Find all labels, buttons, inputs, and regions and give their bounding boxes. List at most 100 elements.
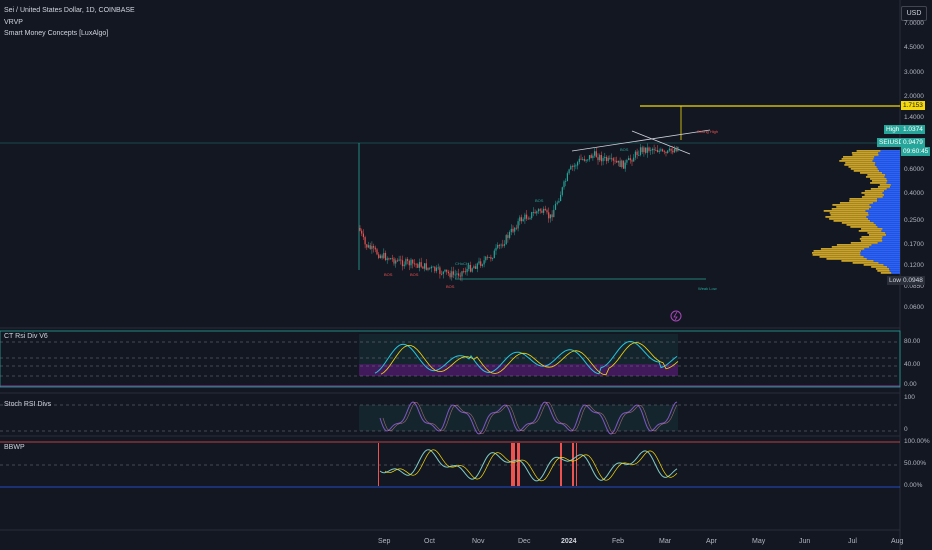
candle[interactable] — [364, 235, 366, 249]
candle[interactable] — [656, 145, 659, 153]
candle[interactable] — [611, 153, 613, 162]
candle[interactable] — [592, 153, 594, 161]
candle[interactable] — [526, 210, 528, 221]
candle[interactable] — [645, 147, 647, 155]
candle[interactable] — [585, 159, 587, 164]
candle[interactable] — [359, 225, 361, 232]
candle[interactable] — [665, 151, 667, 157]
candle[interactable] — [425, 259, 427, 271]
candle[interactable] — [568, 168, 570, 175]
candle[interactable] — [544, 205, 546, 211]
candle[interactable] — [400, 255, 402, 265]
candle[interactable] — [449, 270, 451, 280]
candle[interactable] — [548, 207, 550, 223]
candle[interactable] — [638, 150, 640, 157]
candle[interactable] — [437, 263, 439, 270]
candle[interactable] — [430, 265, 432, 273]
candle[interactable] — [537, 208, 540, 214]
candle[interactable] — [476, 262, 478, 273]
candle[interactable] — [407, 257, 409, 265]
candle[interactable] — [519, 215, 521, 226]
candle[interactable] — [536, 210, 538, 216]
candle[interactable] — [415, 263, 417, 269]
candle[interactable] — [429, 267, 431, 271]
candle[interactable] — [442, 271, 444, 279]
candle[interactable] — [583, 155, 585, 162]
candle[interactable] — [393, 256, 395, 266]
candle[interactable] — [500, 243, 502, 249]
candle[interactable] — [446, 269, 448, 275]
candle[interactable] — [677, 146, 679, 152]
candle[interactable] — [379, 253, 381, 259]
candle[interactable] — [361, 228, 363, 237]
rsi-line[interactable] — [374, 340, 678, 375]
candle[interactable] — [628, 155, 630, 161]
candle[interactable] — [386, 256, 388, 264]
candle[interactable] — [561, 186, 563, 197]
bbwp-line[interactable] — [379, 449, 678, 482]
candle[interactable] — [670, 148, 672, 154]
candle[interactable] — [488, 256, 490, 258]
candle[interactable] — [646, 143, 648, 158]
candle[interactable] — [622, 160, 625, 169]
candle[interactable] — [502, 239, 504, 248]
candle[interactable] — [466, 264, 468, 276]
candle[interactable] — [427, 267, 429, 272]
candle[interactable] — [655, 147, 657, 151]
candle[interactable] — [595, 147, 597, 158]
candle[interactable] — [594, 147, 596, 158]
candle[interactable] — [549, 214, 551, 223]
candle[interactable] — [376, 247, 378, 256]
candle[interactable] — [539, 208, 541, 214]
candle[interactable] — [639, 143, 642, 157]
candle[interactable] — [653, 144, 655, 154]
candle[interactable] — [390, 257, 392, 260]
candle[interactable] — [531, 211, 533, 220]
candle[interactable] — [602, 156, 604, 166]
candle[interactable] — [503, 240, 506, 248]
candle[interactable] — [582, 156, 584, 161]
candle[interactable] — [447, 269, 449, 276]
candle[interactable] — [515, 224, 517, 231]
candle[interactable] — [597, 153, 599, 165]
candle[interactable] — [490, 254, 492, 262]
candle[interactable] — [575, 163, 577, 170]
candle[interactable] — [454, 269, 456, 280]
candle[interactable] — [553, 205, 555, 218]
candle[interactable] — [367, 241, 370, 249]
symbol-title[interactable]: Sei / United States Dollar, 1D, COINBASE — [4, 7, 135, 14]
candle[interactable] — [412, 259, 414, 269]
candle[interactable] — [451, 266, 453, 281]
candle[interactable] — [571, 164, 574, 171]
candle[interactable] — [570, 164, 572, 170]
candle[interactable] — [456, 270, 458, 279]
candle[interactable] — [452, 266, 455, 279]
candle[interactable] — [558, 198, 560, 204]
candle[interactable] — [498, 243, 500, 250]
candle[interactable] — [424, 263, 426, 272]
indicator-vrvp-label[interactable]: VRVP — [4, 19, 23, 26]
candle[interactable] — [510, 224, 512, 236]
candle[interactable] — [600, 151, 602, 166]
candle[interactable] — [658, 148, 660, 154]
candle[interactable] — [580, 154, 582, 160]
candle[interactable] — [432, 265, 434, 268]
candle[interactable] — [471, 267, 473, 273]
candle[interactable] — [675, 146, 677, 153]
candle[interactable] — [444, 269, 446, 273]
candle[interactable] — [524, 212, 526, 224]
candle[interactable] — [401, 255, 404, 271]
candle[interactable] — [486, 254, 489, 260]
candle[interactable] — [520, 214, 523, 224]
candle[interactable] — [651, 147, 653, 155]
candle[interactable] — [529, 216, 531, 221]
currency-button[interactable]: USD — [901, 6, 927, 21]
candle[interactable] — [514, 227, 516, 236]
candle[interactable] — [497, 242, 499, 250]
candle[interactable] — [629, 154, 631, 164]
candle[interactable] — [565, 178, 567, 187]
candle[interactable] — [434, 266, 436, 274]
candle[interactable] — [441, 270, 443, 276]
candle[interactable] — [509, 230, 511, 240]
